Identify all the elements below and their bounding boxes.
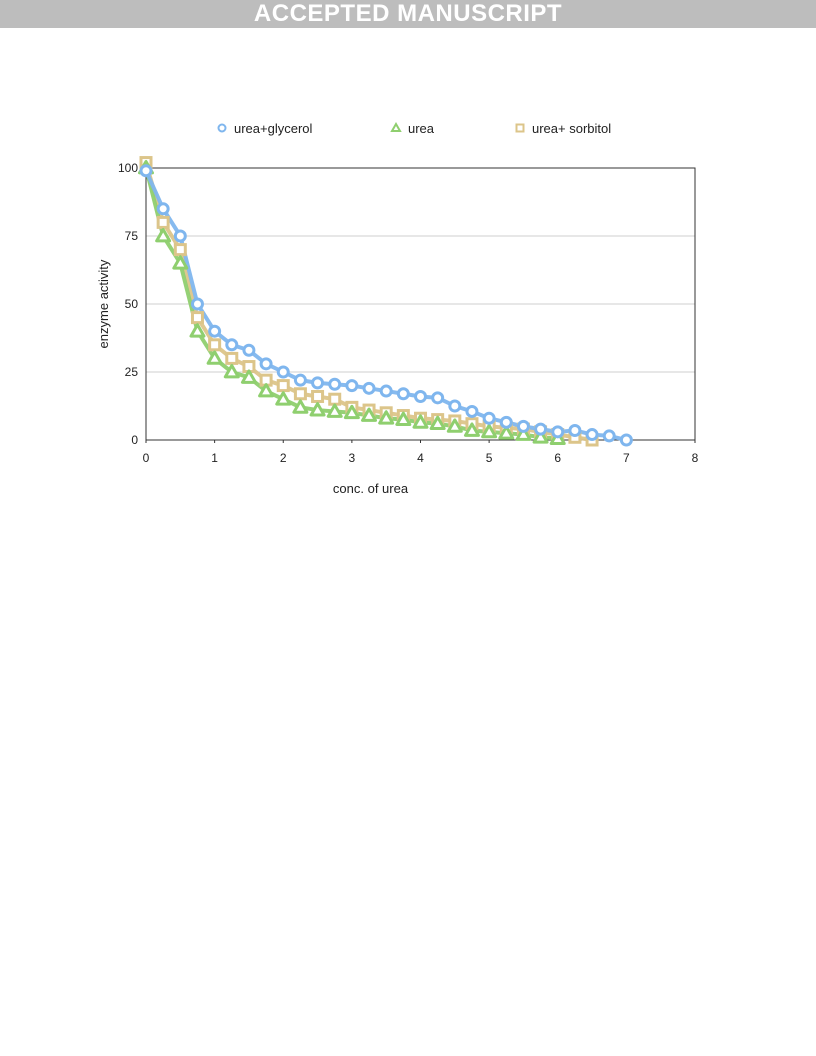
- x-tick-label-7: 7: [623, 451, 630, 465]
- y-axis-label: enzyme activity: [96, 259, 111, 348]
- point-urea-glycerol-16: [414, 389, 427, 403]
- point-urea-glycerol-15: [396, 387, 410, 401]
- legend-marker-urea: [390, 121, 402, 132]
- point-urea-21: [498, 425, 515, 440]
- point-urea-19: [463, 422, 480, 437]
- point-urea-glycerol-18: [448, 399, 462, 413]
- point-urea-glycerol-7: [259, 357, 273, 371]
- point-urea-sorbitol-11: [328, 392, 342, 406]
- point-urea-glycerol-21: [499, 415, 513, 429]
- point-urea-glycerol-13: [362, 381, 376, 395]
- x-tick-label-5: 5: [486, 451, 493, 465]
- y-tick-label-75: 75: [125, 229, 139, 243]
- x-tick-label-6: 6: [554, 451, 561, 465]
- point-urea-8: [275, 391, 292, 406]
- point-urea-glycerol-25: [568, 423, 582, 437]
- accepted-manuscript-banner: ACCEPTED MANUSCRIPT: [0, 0, 816, 28]
- point-urea-sorbitol-8: [276, 379, 290, 393]
- point-urea-glycerol-4: [208, 324, 222, 338]
- point-urea-15: [395, 411, 412, 426]
- point-urea-glycerol-27: [602, 429, 616, 443]
- legend-marker-urea-sorbitol: [515, 123, 525, 133]
- point-urea-sorbitol-2: [173, 243, 187, 257]
- point-urea-glycerol-28: [619, 433, 633, 447]
- point-urea-23: [532, 429, 549, 444]
- point-urea-glycerol-20: [482, 411, 496, 425]
- point-urea-sorbitol-4: [208, 338, 222, 352]
- x-tick-label-0: 0: [143, 451, 150, 465]
- y-tick-label-100: 100: [118, 161, 138, 175]
- legend-marker-urea-glycerol: [217, 123, 227, 133]
- point-urea-glycerol-17: [431, 391, 445, 405]
- banner-text: ACCEPTED MANUSCRIPT: [253, 0, 563, 27]
- point-urea-sorbitol-10: [311, 389, 325, 403]
- point-urea-glycerol-14: [379, 384, 393, 398]
- point-urea-13: [361, 407, 378, 422]
- point-urea-glycerol-24: [551, 425, 565, 439]
- point-urea-4: [206, 350, 223, 365]
- x-tick-label-4: 4: [417, 451, 424, 465]
- point-urea-10: [309, 402, 326, 417]
- point-urea-3: [189, 323, 206, 338]
- point-urea-sorbitol-9: [293, 387, 307, 401]
- point-urea-22: [515, 426, 532, 441]
- point-urea-glycerol-9: [293, 373, 307, 387]
- point-urea-12: [343, 404, 360, 420]
- x-tick-label-8: 8: [692, 451, 699, 465]
- point-urea-7: [258, 383, 275, 398]
- point-urea-1: [155, 228, 172, 243]
- point-urea-11: [326, 403, 343, 418]
- y-tick-label-0: 0: [131, 433, 138, 447]
- x-tick-label-3: 3: [349, 451, 356, 465]
- x-axis-label: conc. of urea: [333, 481, 409, 496]
- point-urea-16: [412, 414, 429, 429]
- point-urea-20: [481, 423, 498, 439]
- legend-label-urea-glycerol: urea+glycerol: [234, 121, 313, 136]
- point-urea-sorbitol-3: [190, 311, 204, 325]
- point-urea-17: [429, 415, 446, 431]
- point-urea-glycerol-0: [139, 164, 153, 178]
- legend-label-urea-sorbitol: urea+ sorbitol: [532, 121, 611, 136]
- point-urea-glycerol-19: [465, 404, 479, 418]
- point-urea-glycerol-1: [156, 202, 170, 216]
- series-line-urea-sorbitol: [144, 162, 593, 442]
- point-urea-14: [378, 410, 395, 425]
- point-urea-18: [446, 418, 463, 433]
- point-urea-6: [240, 369, 257, 384]
- point-urea-glycerol-23: [534, 422, 548, 436]
- point-urea-glycerol-6: [242, 343, 256, 357]
- legend-label-urea: urea: [408, 121, 435, 136]
- y-tick-label-25: 25: [125, 365, 139, 379]
- point-urea-2: [172, 255, 189, 270]
- point-urea-glycerol-5: [225, 338, 239, 352]
- point-urea-glycerol-2: [173, 229, 187, 243]
- point-urea-5: [223, 364, 240, 379]
- point-urea-glycerol-26: [585, 428, 599, 442]
- series-line-urea: [144, 167, 558, 441]
- point-urea-glycerol-8: [276, 365, 290, 379]
- point-urea-glycerol-22: [516, 419, 530, 433]
- point-urea-glycerol-10: [311, 376, 325, 390]
- point-urea-glycerol-12: [345, 379, 359, 393]
- point-urea-glycerol-3: [190, 297, 204, 311]
- series-line-urea-glycerol: [144, 169, 627, 442]
- point-urea-9: [292, 399, 309, 414]
- point-urea-sorbitol-5: [225, 351, 239, 365]
- x-tick-label-1: 1: [211, 451, 218, 465]
- point-urea-sorbitol-1: [156, 215, 170, 229]
- y-tick-label-50: 50: [125, 297, 139, 311]
- x-tick-label-2: 2: [280, 451, 287, 465]
- point-urea-glycerol-11: [328, 377, 342, 391]
